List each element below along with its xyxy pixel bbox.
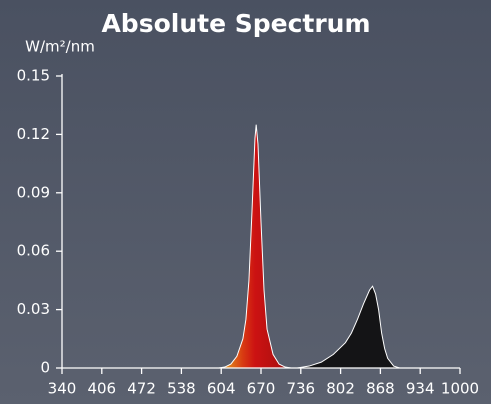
y-tick-label: 0.15 [17, 67, 50, 85]
y-tick-label: 0.06 [17, 242, 50, 260]
x-tick-label: 802 [326, 380, 355, 398]
x-tick-label: 934 [406, 380, 435, 398]
y-tick-label: 0.09 [17, 183, 50, 201]
x-tick-label: 340 [48, 380, 77, 398]
x-tick-label: 868 [366, 380, 395, 398]
x-tick-label: 736 [286, 380, 315, 398]
x-tick-label: 406 [87, 380, 116, 398]
x-tick-label: 1000 [441, 380, 479, 398]
y-tick-label: 0.12 [17, 125, 50, 143]
x-tick-label: 472 [127, 380, 156, 398]
chart-title: Absolute Spectrum [101, 9, 370, 38]
x-tick-label: 538 [167, 380, 196, 398]
spectrum-area [62, 124, 460, 368]
x-tick-label: 670 [247, 380, 276, 398]
x-tick-label: 604 [207, 380, 236, 398]
y-tick-label: 0.03 [17, 300, 50, 318]
y-tick-label: 0 [40, 359, 50, 377]
y-axis-label: W/m²/nm [25, 38, 95, 56]
